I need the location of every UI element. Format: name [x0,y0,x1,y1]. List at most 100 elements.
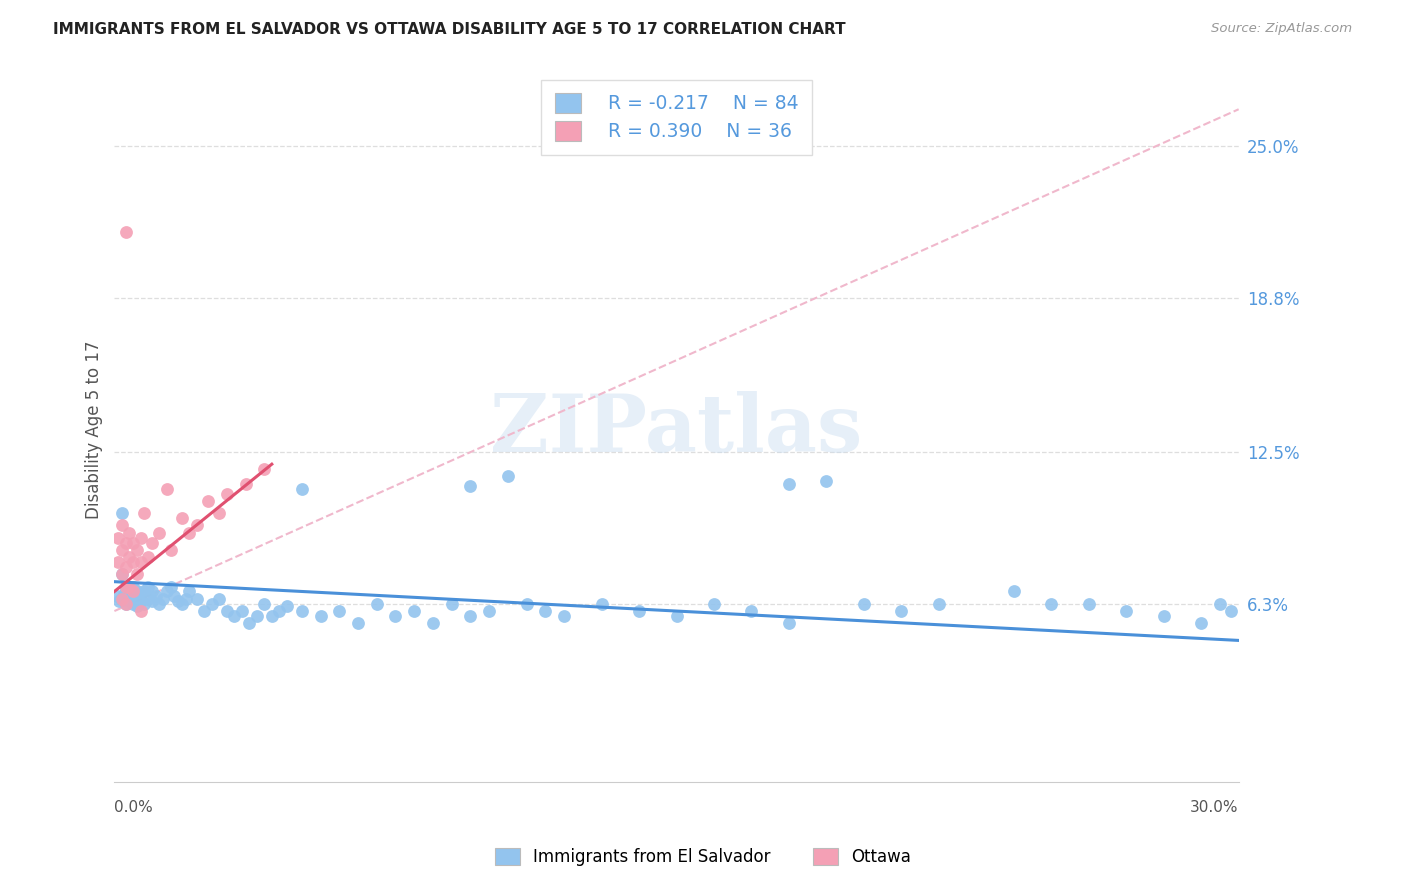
Point [170,511,193,525]
Point [347,616,370,631]
Point [134,597,156,611]
Point [114,597,136,611]
Text: 30.0%: 30.0% [1189,800,1239,815]
Point [1115,604,1137,618]
Point [114,560,136,574]
Point [114,535,136,549]
Point [134,506,156,520]
Point [129,531,152,545]
Point [208,506,231,520]
Point [309,609,332,624]
Point [118,584,141,599]
Point [460,609,482,624]
Point [134,584,156,599]
Point [125,599,148,614]
Point [170,597,193,611]
Point [159,580,181,594]
Point [665,609,688,624]
Point [136,550,159,565]
Point [231,604,253,618]
Point [778,476,800,491]
Point [534,604,557,618]
Point [114,580,136,594]
Point [291,482,314,496]
Point [125,584,148,599]
Point [129,555,152,569]
Point [118,587,141,601]
Point [148,597,170,611]
Point [179,525,201,540]
Point [141,584,163,599]
Point [111,542,134,557]
Point [852,597,875,611]
Point [159,542,181,557]
Point [460,479,482,493]
Point [235,476,257,491]
Point [291,604,314,618]
Point [1220,604,1243,618]
Point [276,599,298,614]
Point [260,609,283,624]
Point [1209,597,1232,611]
Text: ZIPatlas: ZIPatlas [491,391,863,469]
Point [384,609,406,624]
Point [125,542,148,557]
Point [238,616,260,631]
Point [118,591,141,606]
Text: Source: ZipAtlas.com: Source: ZipAtlas.com [1212,22,1353,36]
Point [440,597,463,611]
Point [1040,597,1063,611]
Point [122,555,145,569]
Point [269,604,291,618]
Point [628,604,651,618]
Point [107,590,129,604]
Point [928,597,950,611]
Point [114,580,136,594]
Point [141,535,163,549]
Point [553,609,575,624]
Point [1153,609,1175,624]
Point [107,555,129,569]
Point [1189,616,1212,631]
Point [129,594,152,608]
Point [136,580,159,594]
Point [111,567,134,582]
Point [197,494,219,508]
Point [193,604,215,618]
Point [122,591,145,606]
Legend:   R = -0.217    N = 84,   R = 0.390    N = 36: R = -0.217 N = 84, R = 0.390 N = 36 [541,79,811,154]
Point [118,580,141,594]
Point [107,531,129,545]
Point [186,591,208,606]
Point [122,584,145,599]
Point [152,591,174,606]
Point [145,590,167,604]
Point [114,584,136,599]
Point [125,567,148,582]
Point [111,506,134,520]
Point [114,597,136,611]
Point [224,609,246,624]
Point [136,591,159,606]
Point [148,525,170,540]
Point [122,580,145,594]
Point [167,594,190,608]
Point [516,597,538,611]
Point [246,609,269,624]
Point [740,604,762,618]
Point [129,604,152,618]
Point [111,591,134,606]
Point [815,475,838,489]
Point [478,604,501,618]
Point [129,587,152,601]
Legend: Immigrants from El Salvador, Ottawa: Immigrants from El Salvador, Ottawa [486,840,920,875]
Point [156,482,179,496]
Point [122,597,145,611]
Point [179,584,201,599]
Point [110,591,132,606]
Point [1002,584,1025,599]
Point [174,591,197,606]
Point [141,594,163,608]
Point [366,597,388,611]
Point [201,597,224,611]
